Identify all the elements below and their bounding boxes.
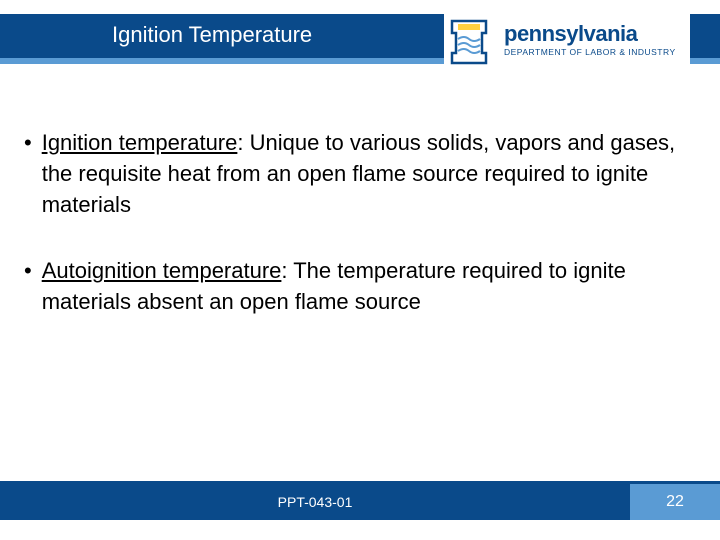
logo-main: pennsylvania bbox=[504, 23, 676, 45]
bullet-item: • Ignition temperature: Unique to variou… bbox=[24, 128, 680, 220]
page-number: 22 bbox=[630, 484, 720, 520]
logo-text: pennsylvania DEPARTMENT OF LABOR & INDUS… bbox=[504, 23, 676, 57]
bullet-text: Ignition temperature: Unique to various … bbox=[42, 128, 680, 220]
bullet-term: Ignition temperature bbox=[42, 130, 238, 155]
bullet-item: • Autoignition temperature: The temperat… bbox=[24, 256, 680, 318]
keystone-icon bbox=[444, 15, 494, 65]
footer-code: PPT-043-01 bbox=[0, 484, 630, 520]
bullet-text: Autoignition temperature: The temperatur… bbox=[42, 256, 680, 318]
slide-title: Ignition Temperature bbox=[112, 22, 312, 48]
logo-sub: DEPARTMENT OF LABOR & INDUSTRY bbox=[504, 47, 676, 57]
bullet-dot-icon: • bbox=[24, 256, 32, 318]
logo-block: pennsylvania DEPARTMENT OF LABOR & INDUS… bbox=[444, 10, 690, 70]
bullet-dot-icon: • bbox=[24, 128, 32, 220]
footer-bar: PPT-043-01 22 bbox=[0, 484, 720, 520]
bullet-term: Autoignition temperature bbox=[42, 258, 282, 283]
content-area: • Ignition temperature: Unique to variou… bbox=[24, 128, 680, 354]
